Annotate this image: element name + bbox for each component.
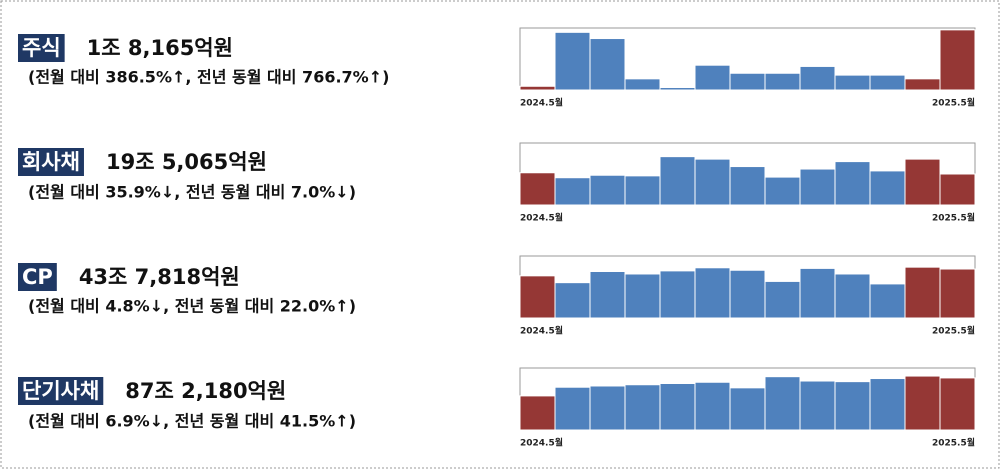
bar: [799, 267, 836, 319]
x-tick-label: 2025.5월: [932, 212, 975, 224]
bar: [554, 177, 591, 206]
x-tick-label: 2025.5월: [932, 325, 975, 337]
change-note: (전월 대비 4.8%↓, 전년 동월 대비 22.0%↑): [28, 297, 356, 316]
category-label: 주식: [22, 36, 61, 60]
x-tick-label: 2024.5월: [520, 437, 563, 449]
bar: [659, 156, 696, 206]
bar: [869, 378, 906, 431]
bar: [834, 74, 871, 91]
label-box: [18, 34, 65, 62]
bar: [869, 283, 906, 319]
bar: [799, 168, 836, 206]
bar: [904, 375, 941, 431]
amount: 87조 2,180억원: [125, 379, 286, 403]
bar: [519, 172, 556, 206]
bar: [694, 64, 731, 91]
bar: [834, 161, 871, 206]
bar: [519, 85, 556, 91]
bar: [589, 38, 626, 91]
bar: [799, 380, 836, 431]
bar: [729, 166, 766, 206]
bar: [659, 383, 696, 431]
bar: [694, 267, 731, 319]
bar: [904, 78, 941, 91]
bar: [904, 158, 941, 206]
bar: [869, 74, 906, 91]
label-box: [18, 148, 84, 176]
change-note: (전월 대비 35.9%↓, 전년 동월 대비 7.0%↓): [28, 183, 356, 202]
change-note: (전월 대비 386.5%↑, 전년 동월 대비 766.7%↑): [28, 68, 389, 87]
x-tick-label: 2025.5월: [932, 97, 975, 109]
bar: [554, 31, 591, 91]
bar: [939, 377, 976, 431]
bar: [939, 29, 976, 91]
bar: [624, 78, 661, 91]
bar: [694, 381, 731, 431]
bar: [764, 280, 801, 319]
bar: [729, 72, 766, 91]
amount: 1조 8,165억원: [87, 36, 233, 60]
category-label: CP: [22, 265, 53, 289]
bar: [659, 270, 696, 319]
bar: [904, 266, 941, 319]
category-label: 단기사채: [22, 379, 99, 403]
bar: [624, 175, 661, 206]
bar: [869, 170, 906, 206]
bar: [519, 275, 556, 319]
bar: [519, 395, 556, 431]
bar: [939, 173, 976, 206]
bar: [624, 384, 661, 431]
label-box: [18, 263, 57, 291]
bar: [834, 381, 871, 431]
bar: [834, 273, 871, 319]
bar: [554, 386, 591, 431]
x-tick-label: 2024.5월: [520, 212, 563, 224]
bar: [554, 282, 591, 319]
bar: [659, 87, 696, 91]
bar: [939, 268, 976, 319]
bar: [764, 72, 801, 91]
bar: [694, 158, 731, 206]
bar: [764, 376, 801, 431]
x-tick-label: 2024.5월: [520, 97, 563, 109]
bar: [764, 176, 801, 206]
label-box: [18, 377, 104, 405]
bar: [729, 387, 766, 431]
x-tick-label: 2025.5월: [932, 437, 975, 449]
x-tick-label: 2024.5월: [520, 325, 563, 337]
amount: 43조 7,818억원: [79, 265, 240, 289]
category-label: 회사채: [22, 150, 80, 174]
bar: [589, 385, 626, 431]
amount: 19조 5,065억원: [106, 150, 267, 174]
change-note: (전월 대비 6.9%↓, 전년 동월 대비 41.5%↑): [28, 412, 356, 431]
bar: [589, 174, 626, 206]
bar: [799, 65, 836, 91]
bar: [624, 273, 661, 319]
bar: [729, 269, 766, 319]
bar: [589, 271, 626, 319]
